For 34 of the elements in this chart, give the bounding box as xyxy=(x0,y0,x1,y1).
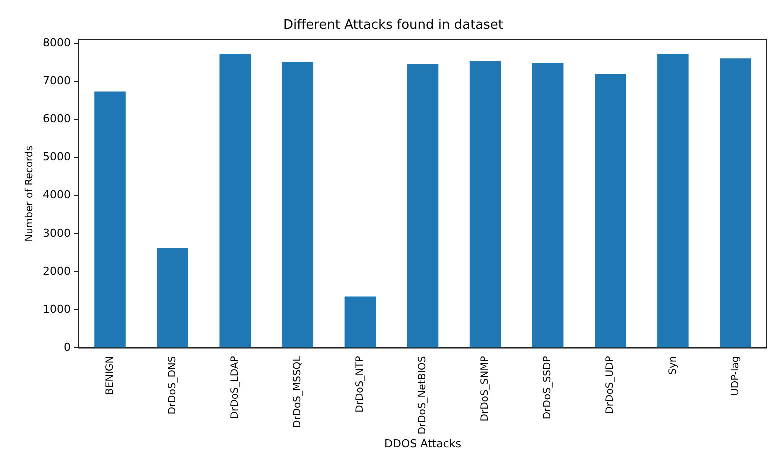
x-tick-label: BENIGN xyxy=(104,356,116,396)
bar xyxy=(157,248,188,348)
x-tick-label: UDP-lag xyxy=(730,356,742,396)
bar xyxy=(720,58,752,348)
x-tick-label: DrDoS_SSDP xyxy=(542,356,554,420)
x-tick-label: DrDoS_SNMP xyxy=(480,356,492,422)
x-tick-label: DrDoS_UDP xyxy=(605,356,616,414)
y-tick-label: 0 xyxy=(64,341,71,354)
bar xyxy=(470,60,502,348)
bar xyxy=(407,64,439,348)
bar xyxy=(532,63,564,348)
x-axis-title: DDOS Attacks xyxy=(384,437,462,450)
y-tick-label: 3000 xyxy=(42,226,71,240)
y-tick-label: 7000 xyxy=(42,74,71,88)
y-tick-label: 2000 xyxy=(42,264,71,278)
x-tick-label: DrDoS_NTP xyxy=(355,356,366,413)
y-tick-label: 8000 xyxy=(42,36,71,50)
y-tick-label: 6000 xyxy=(42,112,71,126)
y-tick-label: 4000 xyxy=(42,188,71,202)
x-tick-label: DrDoS_MSSQL xyxy=(292,356,304,428)
y-tick-label: 1000 xyxy=(42,302,71,316)
bar xyxy=(344,296,376,348)
bar xyxy=(658,54,689,348)
bar xyxy=(282,62,314,348)
y-tick-label: 5000 xyxy=(42,150,71,164)
chart-title: Different Attacks found in dataset xyxy=(283,18,504,34)
bar xyxy=(595,74,626,348)
x-tick-label: DrDoS_LDAP xyxy=(230,356,241,420)
y-axis-title: Number of Records xyxy=(24,146,36,242)
bar xyxy=(94,92,126,348)
x-tick-label: DrDoS_DNS xyxy=(167,356,178,415)
x-tick-label: Syn xyxy=(668,356,679,375)
x-tick-label: DrDoS_NetBIOS xyxy=(418,356,429,435)
bar xyxy=(220,54,251,348)
